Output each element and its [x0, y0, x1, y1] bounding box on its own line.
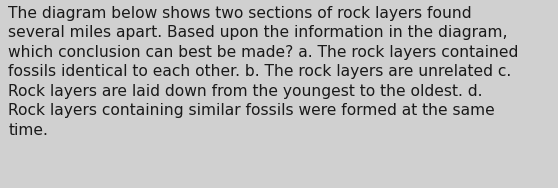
- Text: The diagram below shows two sections of rock layers found
several miles apart. B: The diagram below shows two sections of …: [8, 6, 519, 138]
